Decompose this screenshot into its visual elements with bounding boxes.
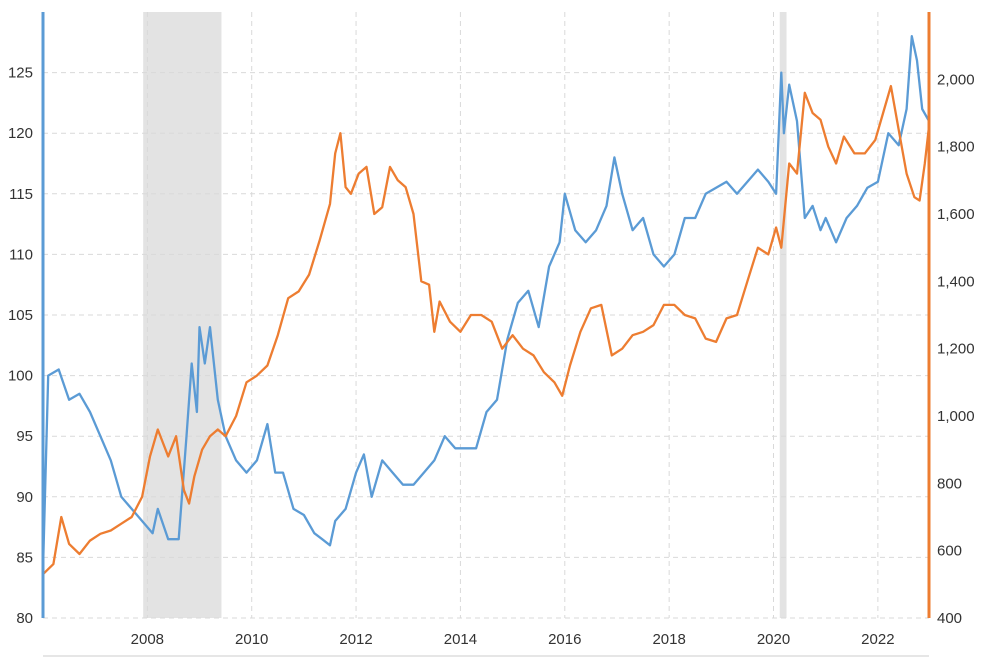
left-tick-label-100: 100 [8, 368, 33, 385]
right-tick-label-2000: 2,000 [937, 71, 975, 88]
x-tick-label-2014: 2014 [444, 631, 477, 648]
x-tick-label-2018: 2018 [652, 631, 685, 648]
left-tick-label-80: 80 [16, 610, 33, 627]
x-tick-label-2008: 2008 [131, 631, 164, 648]
left-tick-label-90: 90 [16, 489, 33, 506]
x-tick-label-2012: 2012 [339, 631, 372, 648]
series-layer [41, 35, 931, 576]
right-tick-label-600: 600 [937, 543, 962, 560]
right-tick-label-1400: 1,400 [937, 273, 975, 290]
left-tick-label-120: 120 [8, 125, 33, 142]
x-tick-label-2020: 2020 [757, 631, 790, 648]
axes-layer [41, 12, 931, 657]
left-tick-label-95: 95 [16, 428, 33, 445]
left-tick-label-115: 115 [9, 186, 33, 203]
right-tick-label-1600: 1,600 [937, 206, 975, 223]
series-line-left-axis [41, 35, 931, 571]
series-line-right-axis [41, 84, 931, 576]
left-tick-label-125: 125 [8, 65, 33, 82]
x-tick-label-2010: 2010 [235, 631, 268, 648]
x-tick-label-2016: 2016 [548, 631, 581, 648]
left-tick-label-110: 110 [9, 246, 33, 263]
recession-shading-layer [143, 12, 787, 618]
right-tick-label-800: 800 [937, 475, 962, 492]
tick-label-layer: 80 85 90 95 100 105 110 115 120 125 400 600 800 1,000… [8, 65, 975, 648]
right-tick-label-1200: 1,200 [937, 341, 975, 358]
right-tick-label-1800: 1,800 [937, 139, 975, 156]
left-tick-label-105: 105 [8, 307, 33, 324]
x-tick-label-2022: 2022 [861, 631, 894, 648]
left-tick-label-85: 85 [16, 549, 33, 566]
right-tick-label-1000: 1,000 [937, 408, 975, 425]
right-tick-label-400: 400 [937, 610, 962, 627]
gridline-layer [43, 12, 929, 619]
